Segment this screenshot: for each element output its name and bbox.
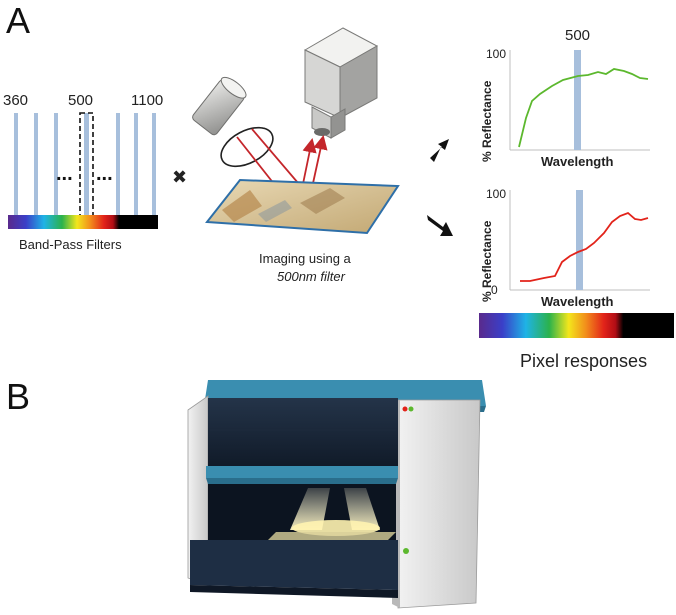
imaging-instrument-illustration bbox=[187, 380, 486, 609]
plot-bottom-curve bbox=[520, 211, 649, 282]
wavelength-marker-band bbox=[576, 190, 583, 290]
wavelength-label-start: 360 bbox=[3, 92, 28, 109]
imaging-caption-line2: 500nm filter bbox=[277, 269, 346, 284]
multiply-symbol: ✖ bbox=[172, 167, 187, 187]
filter-bar-selected bbox=[84, 113, 89, 217]
illumination-beam bbox=[344, 488, 380, 530]
plot-bottom-ymax: 100 bbox=[486, 187, 506, 201]
light-source-icon bbox=[192, 76, 247, 136]
filter-bar bbox=[54, 113, 58, 217]
wavelength-label-end: 1100 bbox=[131, 92, 163, 109]
panel-label-a: A bbox=[6, 0, 31, 41]
imaging-caption-line1: Imaging using a bbox=[259, 251, 352, 266]
filter-bar bbox=[14, 113, 18, 217]
camera-icon bbox=[303, 27, 379, 139]
status-light-icon bbox=[408, 406, 414, 412]
filter-bar bbox=[134, 113, 138, 217]
filters-spectrum-bar bbox=[8, 215, 158, 229]
filter-bar bbox=[34, 113, 38, 217]
plot-top-marker-label: 500 bbox=[565, 27, 590, 44]
panel-a-diagram: ... ... 360 500 1100 Band-Pass Filters ✖… bbox=[3, 27, 674, 371]
wavelength-marker-band bbox=[574, 50, 581, 150]
plot-bottom-ymin: 0 bbox=[491, 283, 498, 297]
filters-caption: Band-Pass Filters bbox=[19, 237, 122, 252]
reflectance-plot-bottom: 100 0 % Reflectance Wavelength bbox=[480, 187, 650, 309]
plot-top-ylabel: % Reflectance bbox=[480, 80, 494, 162]
arrow-to-top-plot-icon bbox=[430, 139, 449, 162]
status-light-icon bbox=[402, 406, 408, 412]
arrow-to-bottom-plot-icon bbox=[427, 215, 453, 236]
plot-top-xlabel: Wavelength bbox=[541, 154, 614, 169]
filters-dots-left: ... bbox=[56, 163, 73, 185]
plot-bottom-ylabel: % Reflectance bbox=[480, 220, 494, 302]
power-indicator-icon bbox=[403, 548, 409, 554]
pixel-responses-label: Pixel responses bbox=[520, 351, 647, 371]
band-pass-filter-bars bbox=[14, 112, 156, 218]
plot-top-ymax: 100 bbox=[486, 47, 506, 61]
document-sample-image bbox=[205, 178, 400, 235]
illumination-beam bbox=[290, 488, 330, 530]
panel-label-b: B bbox=[6, 376, 31, 417]
filter-ring-icon bbox=[220, 126, 274, 168]
filters-dots-right: ... bbox=[96, 163, 113, 185]
plot-bottom-xlabel: Wavelength bbox=[541, 294, 614, 309]
filter-bar bbox=[152, 113, 156, 217]
wavelength-label-mid: 500 bbox=[68, 92, 93, 109]
reflectance-plot-top: 100 500 % Reflectance Wavelength bbox=[480, 27, 650, 169]
pixel-responses-spectrum-bar bbox=[479, 313, 674, 338]
filter-bar bbox=[116, 113, 120, 217]
plot-top-curve bbox=[518, 68, 649, 148]
